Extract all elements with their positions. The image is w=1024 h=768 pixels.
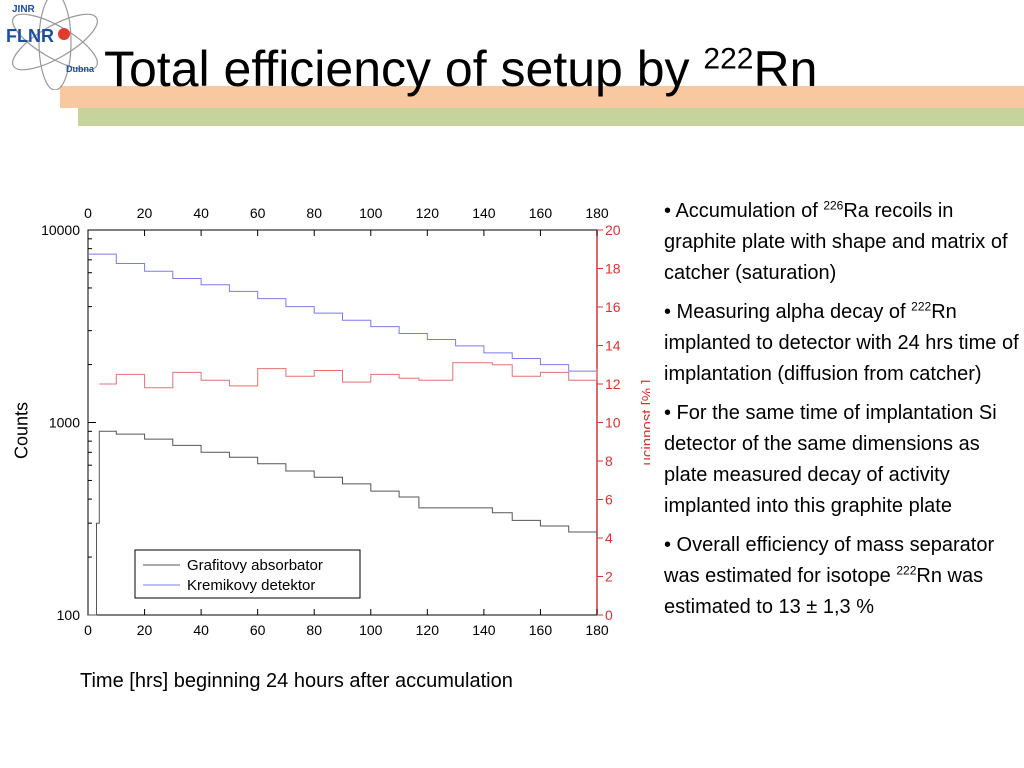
x-top-tick-label: 180: [585, 205, 609, 221]
page-title: Total efficiency of setup by 222Rn: [104, 41, 818, 97]
bullet-item: • Measuring alpha decay of 222Rn implant…: [664, 299, 1019, 385]
x-top-tick-label: 40: [193, 205, 209, 221]
x-top-tick-label: 160: [529, 205, 553, 221]
x-top-tick-label: 140: [472, 205, 496, 221]
y-left-tick-label: 100: [57, 607, 81, 623]
y-right-tick-label: 18: [605, 261, 621, 277]
x-bottom-tick-label: 140: [472, 622, 496, 635]
y-right-tick-label: 20: [605, 222, 621, 238]
y-right-tick-label: 6: [605, 492, 613, 508]
y-axis-label-left: Counts: [11, 401, 32, 460]
x-bottom-tick-label: 40: [193, 622, 209, 635]
detector-series-line: [88, 253, 598, 379]
title-band-orange: [60, 86, 1024, 108]
y-left-tick-label: 1000: [49, 415, 80, 431]
title-band-green: [78, 108, 1024, 126]
x-top-tick-label: 60: [250, 205, 266, 221]
y-right-tick-label: 14: [605, 338, 621, 354]
y-left-tick-label: 10000: [41, 222, 80, 238]
svg-text:JINR: JINR: [12, 4, 36, 15]
y-axis-label-right: ucinnost [% ]: [639, 380, 650, 466]
efficiency-series-line: [99, 362, 598, 389]
x-axis-label: Time [hrs] beginning 24 hours after accu…: [80, 670, 513, 692]
x-bottom-tick-label: 120: [416, 622, 440, 635]
y-right-tick-label: 4: [605, 530, 613, 546]
y-right-tick-label: 10: [605, 415, 621, 431]
flnr-logo: JINR FLNR Dubna: [6, 0, 98, 90]
y-right-tick-label: 8: [605, 453, 613, 469]
x-bottom-tick-label: 20: [137, 622, 153, 635]
absorber-series-line: [88, 430, 598, 616]
legend-entry: Kremikovy detektor: [187, 577, 315, 594]
x-bottom-tick-label: 80: [306, 622, 322, 635]
x-top-tick-label: 120: [416, 205, 440, 221]
x-top-tick-label: 20: [137, 205, 153, 221]
x-top-tick-label: 80: [306, 205, 322, 221]
y-right-tick-label: 12: [605, 376, 621, 392]
x-bottom-tick-label: 180: [585, 622, 609, 635]
x-bottom-tick-label: 60: [250, 622, 266, 635]
x-bottom-tick-label: 160: [529, 622, 553, 635]
y-right-tick-label: 16: [605, 299, 621, 315]
y-right-tick-label: 2: [605, 569, 613, 585]
x-bottom-tick-label: 100: [359, 622, 383, 635]
svg-text:FLNR: FLNR: [6, 26, 54, 46]
bullet-list: • Accumulation of 226Ra recoils in graph…: [664, 196, 1020, 631]
legend-entry: Grafitovy absorbator: [187, 557, 323, 574]
x-bottom-tick-label: 0: [84, 622, 92, 635]
legend-box: [134, 549, 361, 599]
x-top-tick-label: 100: [359, 205, 383, 221]
bullet-item: • Overall efficiency of mass separator w…: [664, 534, 995, 618]
x-top-tick-label: 0: [84, 205, 92, 221]
bullet-item: • Accumulation of 226Ra recoils in graph…: [664, 198, 1008, 284]
y-right-tick-label: 0: [605, 607, 613, 623]
bullet-item: • For the same time of implantation Si d…: [664, 402, 997, 517]
svg-text:Dubna: Dubna: [66, 64, 95, 74]
